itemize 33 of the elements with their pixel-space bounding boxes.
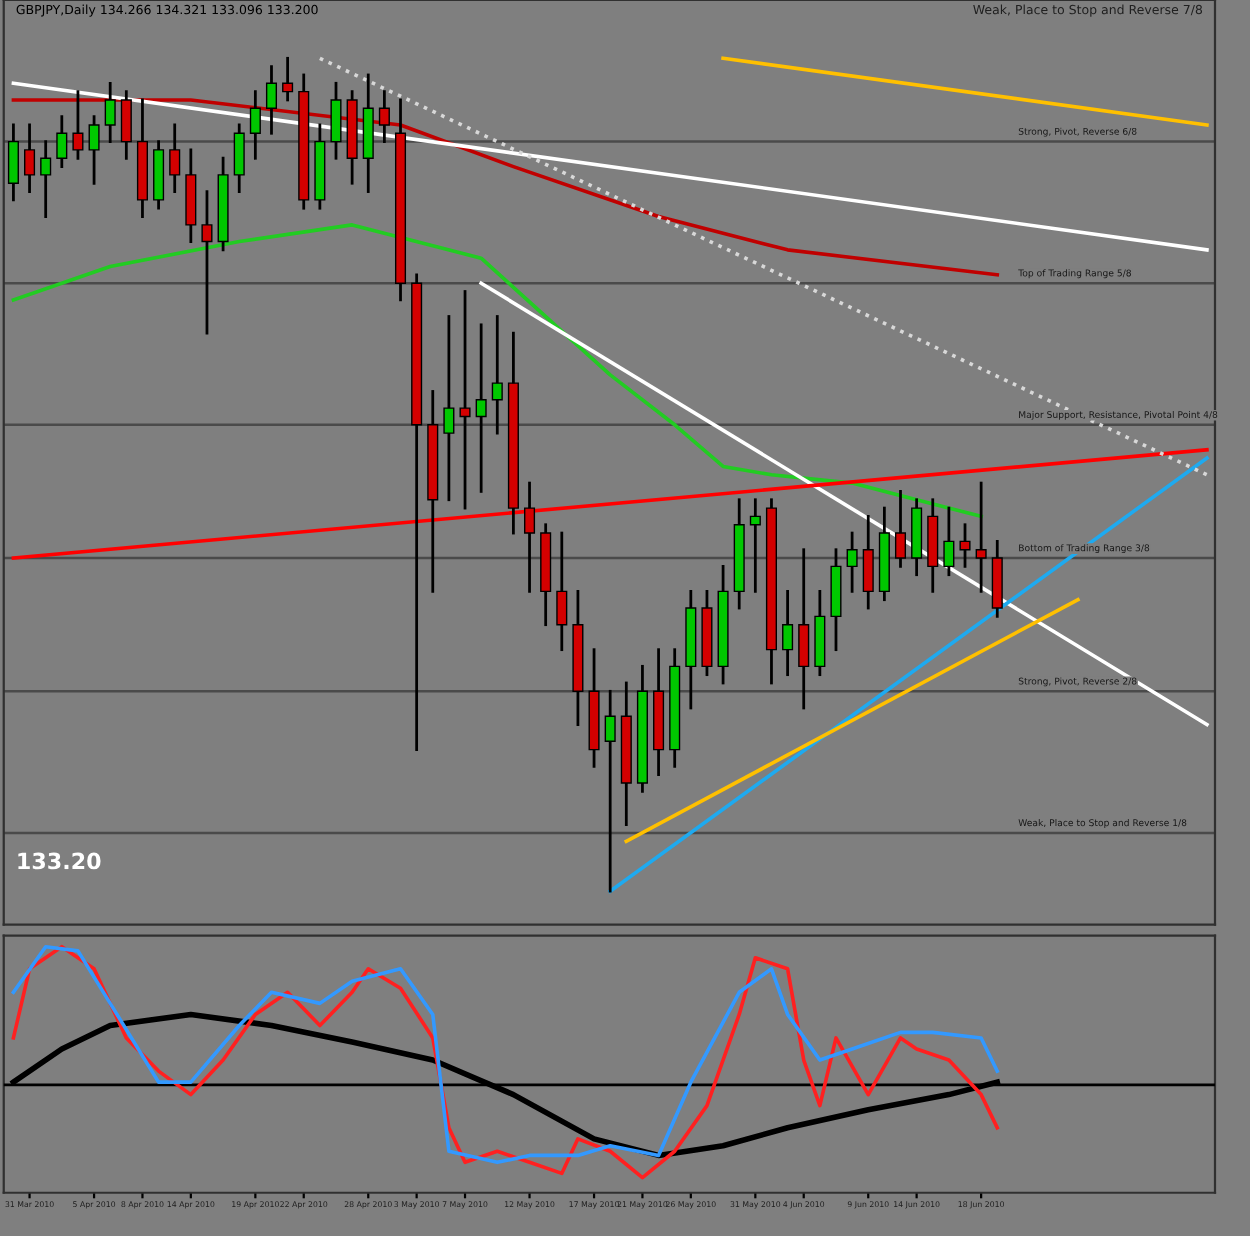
candlestick [943, 506, 955, 577]
candlestick [459, 290, 471, 510]
candlestick [604, 689, 616, 893]
candlestick [24, 123, 36, 193]
candlestick [120, 90, 132, 160]
candlestick [265, 65, 278, 135]
candlestick [975, 481, 987, 593]
candlestick [56, 115, 68, 168]
candlestick [749, 498, 761, 593]
candlestick [524, 481, 536, 593]
candlestick [798, 548, 810, 710]
candlestick [443, 315, 455, 502]
candlestick [249, 90, 261, 160]
candlestick [233, 123, 245, 193]
candlestick [378, 90, 390, 143]
candlestick [104, 81, 116, 143]
candlestick [169, 123, 181, 193]
candlestick [72, 90, 84, 160]
candlestick [862, 515, 874, 610]
candlestick [894, 490, 907, 568]
candlestick [330, 81, 342, 160]
candlestick [846, 531, 858, 593]
candlestick [782, 589, 794, 677]
candlestick [282, 56, 294, 102]
candlestick [491, 315, 503, 435]
annotation: 133.20 [18, 852, 101, 870]
candlestick [556, 531, 568, 652]
candlestick [959, 523, 971, 568]
candlestick [7, 123, 19, 202]
candlestick [201, 190, 213, 335]
candlestick [40, 140, 52, 218]
candlestick [88, 115, 100, 185]
candlestick [475, 323, 487, 493]
